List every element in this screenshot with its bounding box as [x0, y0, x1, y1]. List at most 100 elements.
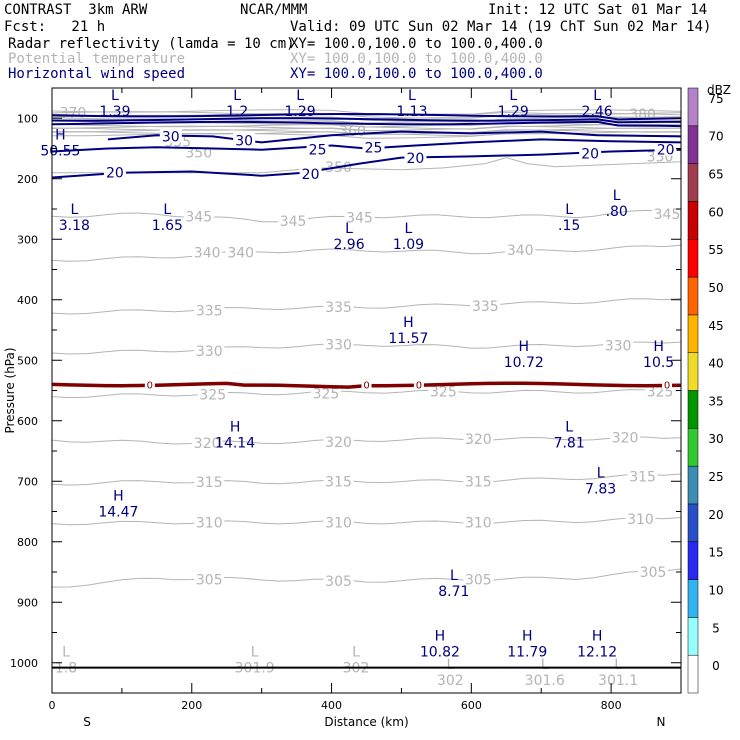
- colorbar-swatch: [687, 541, 699, 580]
- extremum-marker-L: L: [541, 657, 549, 673]
- theta-label: 360: [339, 124, 366, 140]
- y-tick-label: 200: [17, 173, 38, 186]
- colorbar-swatch: [687, 87, 699, 127]
- x-tick-label: 200: [181, 699, 202, 712]
- theta-label: 345: [654, 207, 681, 223]
- extremum-marker-H: H: [403, 315, 414, 331]
- extremum-marker-L: L: [296, 88, 304, 104]
- extremum-marker-L: L: [450, 568, 458, 584]
- theta-label-bg: [463, 571, 494, 586]
- theta-contour-315: [52, 473, 681, 486]
- colorbar-swatch: [687, 125, 699, 164]
- extremum-value: 11.57: [388, 331, 428, 347]
- valid-time: Valid: 09 UTC Sun 02 Mar 14 (19 ChT Sun …: [290, 19, 712, 35]
- wind-label: 20: [106, 166, 124, 182]
- extremum-value: 301.1: [598, 673, 638, 689]
- theta-label: 310: [465, 515, 492, 531]
- refl-label-bg: [662, 378, 673, 390]
- theta-label-bg: [192, 244, 223, 259]
- refl-label: 0: [664, 380, 670, 391]
- theta-label-bg: [627, 468, 658, 483]
- colorbar-swatch: [687, 390, 699, 429]
- extremum-value: 7.83: [585, 482, 616, 498]
- theta-label-bg: [310, 385, 341, 400]
- theta-label-bg: [344, 209, 375, 224]
- colorbar-label: 55: [708, 243, 723, 257]
- extremum-marker-H: H: [55, 127, 66, 143]
- wind-label-bg: [103, 164, 126, 179]
- y-tick-label: 100: [17, 112, 38, 125]
- extremum-value: 10.82: [420, 644, 460, 660]
- extremum-marker-L: L: [70, 202, 78, 218]
- theta-label-bg: [625, 510, 656, 525]
- theta-label-bg: [197, 386, 228, 401]
- colorbar-label: 65: [708, 168, 723, 182]
- extremum-value: 2.96: [333, 237, 364, 253]
- x-tick-label: 0: [49, 699, 56, 712]
- extremum-value: 8.71: [438, 584, 469, 600]
- y-tick-label: 400: [17, 294, 38, 307]
- theta-contour-305: [52, 568, 681, 588]
- colorbar-swatch: [687, 276, 699, 316]
- theta-label-bg: [194, 514, 225, 529]
- wind-label: 20: [302, 167, 320, 183]
- colorbar-label: 40: [708, 357, 723, 371]
- theta-label: 330: [325, 338, 352, 354]
- extremum-value: 302: [343, 661, 370, 677]
- theta-label-bg: [610, 429, 641, 444]
- colorbar-swatch: [687, 163, 699, 202]
- theta-contour-335: [52, 298, 681, 315]
- field-xy-reflectivity: XY= 100.0,100.0 to 100.0,400.0: [290, 36, 543, 52]
- extremum-value: 14.14: [215, 436, 255, 452]
- theta-label-bg: [194, 571, 225, 586]
- extremum-marker-H: H: [592, 628, 603, 644]
- theta-label-bg: [470, 297, 501, 312]
- colorbar-label: 35: [708, 394, 723, 408]
- refl-label: 0: [416, 380, 422, 391]
- theta-label-bg: [428, 383, 459, 398]
- theta-label: 310: [627, 512, 654, 528]
- theta-label: 325: [313, 387, 340, 403]
- theta-label: 310: [196, 515, 223, 531]
- extremum-marker-L: L: [565, 202, 573, 218]
- extremum-marker-H: H: [113, 489, 124, 505]
- x-tick-label: 400: [321, 699, 342, 712]
- extremum-value: 302: [437, 673, 464, 689]
- refl-label-bg: [144, 378, 155, 390]
- theta-label: 380: [629, 107, 656, 123]
- colorbar-label: 30: [708, 432, 723, 446]
- theta-label-bg: [652, 205, 681, 220]
- extremum-value: 1.29: [498, 104, 529, 120]
- extremum-value: 301.6: [525, 673, 565, 689]
- colorbar-label: 10: [708, 583, 723, 597]
- extremum-value: 1.29: [285, 104, 316, 120]
- colorbar-swatch: [687, 428, 699, 467]
- extremum-value: 11.79: [507, 644, 547, 660]
- theta-contours: 345 345 345 345 340 340 340 335 335 335 330 330 330 3…: [52, 205, 681, 590]
- wind-contour-25: [52, 138, 681, 153]
- theta-label-bg: [194, 343, 225, 358]
- theta-label-bg: [323, 433, 354, 448]
- theta-label-bg: [194, 473, 225, 488]
- extremum-value: 1.09: [393, 237, 424, 253]
- colorbar-swatch: [687, 617, 699, 656]
- wind-label: 25: [365, 140, 383, 156]
- wind-label-bg: [579, 145, 602, 160]
- colorbar-label: 20: [708, 508, 723, 522]
- extremum-value: 7.81: [554, 436, 585, 452]
- theta-label: 305: [325, 574, 352, 590]
- wind-label-bg: [233, 132, 256, 147]
- extremum-marker-L: L: [163, 202, 171, 218]
- colorbar-title: dBZ: [707, 83, 731, 97]
- theta-label: 335: [196, 304, 223, 320]
- extremum-value: 50.55: [40, 143, 80, 159]
- model-title: CONTRAST 3km ARW: [4, 2, 148, 18]
- field-xy-theta: XY= 100.0,100.0 to 100.0,400.0: [290, 51, 543, 67]
- extremum-marker-H: H: [435, 628, 446, 644]
- extremum-value: 1.13: [396, 104, 427, 120]
- wind-label: 30: [162, 129, 180, 145]
- wind-band: [52, 117, 681, 124]
- wind-label-bg: [299, 165, 322, 180]
- theta-label: 330: [605, 339, 632, 355]
